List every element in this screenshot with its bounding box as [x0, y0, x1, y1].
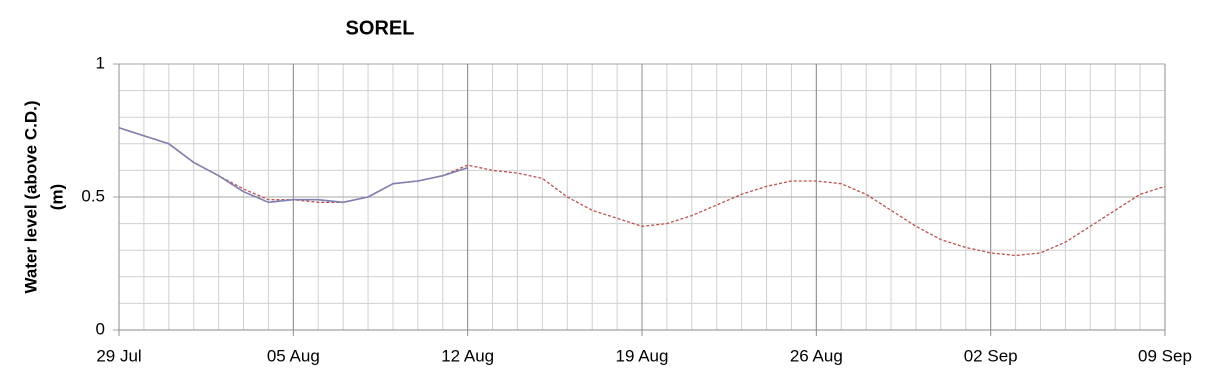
- x-tick-label: 09 Sep: [1138, 346, 1192, 365]
- y-axis-label: Water level (above C.D.): [21, 100, 40, 293]
- x-tick-label: 26 Aug: [790, 346, 843, 365]
- y-axis-label: (m): [47, 184, 66, 210]
- y-tick-label: 0.5: [81, 186, 105, 205]
- x-tick-label: 02 Sep: [964, 346, 1018, 365]
- y-tick-label: 1: [96, 53, 105, 72]
- series-line: [118, 127, 468, 204]
- x-tick-label: 29 Jul: [96, 346, 141, 365]
- x-tick-label: 12 Aug: [441, 346, 494, 365]
- y-tick-label: 0: [96, 319, 105, 338]
- x-tick-label: 05 Aug: [267, 346, 320, 365]
- x-tick-label: 19 Aug: [616, 346, 669, 365]
- chart-title: SOREL: [346, 17, 415, 39]
